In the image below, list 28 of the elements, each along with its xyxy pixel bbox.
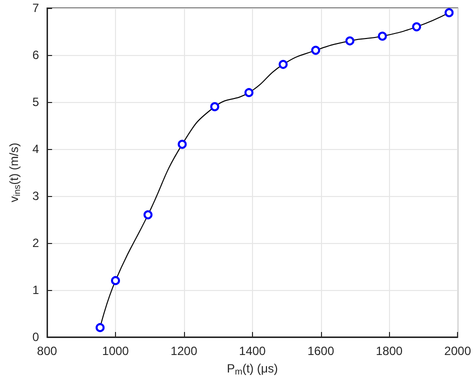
x-tick-label: 1200 bbox=[170, 344, 198, 358]
x-tick-label: 1000 bbox=[102, 344, 130, 358]
point bbox=[378, 32, 387, 41]
y-tick-label: 0 bbox=[32, 330, 40, 344]
x-tick-label: 1800 bbox=[376, 344, 403, 358]
x-tick-label: 1400 bbox=[239, 344, 266, 358]
x-tick-label: 800 bbox=[37, 344, 58, 358]
point bbox=[444, 8, 454, 18]
y-tick-label: 7 bbox=[32, 1, 40, 15]
point bbox=[278, 60, 288, 69]
point bbox=[345, 36, 354, 46]
point bbox=[96, 323, 105, 332]
point bbox=[111, 276, 120, 286]
y-tick-label: 4 bbox=[32, 142, 40, 156]
x-tick-label: 1600 bbox=[307, 344, 334, 358]
y-tick-label: 3 bbox=[32, 189, 40, 203]
y-axis-title: vins(t) (m/s) bbox=[7, 142, 22, 202]
point bbox=[311, 46, 320, 55]
point bbox=[144, 210, 153, 220]
y-tick-label: 2 bbox=[32, 236, 40, 250]
y-tick-label: 6 bbox=[32, 48, 40, 62]
point bbox=[244, 88, 254, 98]
point bbox=[210, 102, 220, 112]
y-tick-label: 1 bbox=[32, 283, 40, 297]
point bbox=[412, 22, 422, 32]
x-tick-label: 2000 bbox=[444, 344, 472, 358]
point bbox=[178, 140, 187, 149]
y-tick-label: 5 bbox=[32, 95, 40, 109]
